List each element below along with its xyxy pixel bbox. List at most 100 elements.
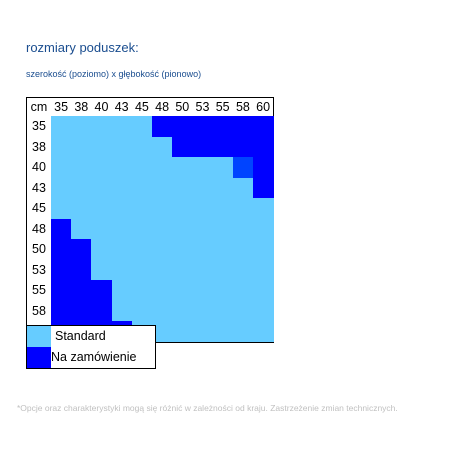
size-cell bbox=[152, 280, 173, 302]
size-cell bbox=[91, 198, 113, 220]
size-cell bbox=[91, 218, 113, 240]
size-cell bbox=[71, 259, 92, 281]
size-cell bbox=[111, 300, 133, 322]
row-header: 50 bbox=[32, 242, 46, 256]
size-cell bbox=[91, 280, 113, 302]
size-cell bbox=[51, 136, 72, 158]
size-cell bbox=[51, 300, 72, 322]
row-header: 43 bbox=[32, 180, 46, 195]
size-cell bbox=[152, 136, 173, 158]
size-cell bbox=[172, 259, 193, 281]
legend-label-on-order: Na zamówienie bbox=[51, 350, 137, 364]
row-header: 38 bbox=[32, 139, 46, 154]
size-cell bbox=[131, 218, 153, 240]
legend-swatch-on-order bbox=[27, 347, 51, 368]
grid-corner-label: cm bbox=[30, 100, 48, 114]
column-header: 45 bbox=[134, 100, 149, 114]
size-cell bbox=[91, 136, 113, 158]
size-cell bbox=[192, 116, 214, 138]
size-cell bbox=[172, 136, 193, 158]
size-cell bbox=[71, 177, 92, 199]
size-cell bbox=[71, 157, 92, 179]
row-header: 45 bbox=[32, 201, 46, 215]
size-cell bbox=[253, 198, 274, 220]
size-cell bbox=[111, 136, 133, 158]
size-cell bbox=[212, 136, 234, 158]
column-header: 50 bbox=[175, 100, 190, 114]
size-cell bbox=[232, 259, 254, 281]
size-cell bbox=[232, 321, 254, 343]
size-cell bbox=[131, 198, 153, 220]
legend: Standard Na zamówienie bbox=[26, 325, 156, 369]
size-cell bbox=[131, 239, 153, 261]
size-cell bbox=[253, 116, 274, 138]
size-cell bbox=[253, 239, 274, 261]
size-cell bbox=[212, 280, 234, 302]
size-cell bbox=[253, 157, 274, 179]
size-cell bbox=[152, 259, 173, 281]
size-cell bbox=[131, 157, 153, 179]
row-header: 53 bbox=[32, 262, 46, 277]
size-cell bbox=[71, 300, 92, 322]
legend-swatch-standard bbox=[27, 326, 51, 347]
size-cell bbox=[172, 157, 193, 179]
size-cell bbox=[253, 177, 274, 199]
size-cell bbox=[212, 259, 234, 281]
size-cell bbox=[232, 116, 254, 138]
size-cell bbox=[192, 280, 214, 302]
size-cell bbox=[111, 259, 133, 281]
size-cell bbox=[91, 300, 113, 322]
size-cell bbox=[232, 136, 254, 158]
size-cell bbox=[111, 218, 133, 240]
size-cell bbox=[253, 218, 274, 240]
column-header: 60 bbox=[256, 100, 271, 114]
size-cell bbox=[172, 177, 193, 199]
page-title: rozmiary poduszek: bbox=[26, 40, 139, 55]
row-header: 58 bbox=[32, 303, 46, 318]
size-cell bbox=[212, 321, 234, 343]
size-cell bbox=[152, 239, 173, 261]
size-cell bbox=[212, 239, 234, 261]
size-cell bbox=[232, 280, 254, 302]
size-cell bbox=[152, 116, 173, 138]
size-cell bbox=[253, 321, 274, 343]
size-cell bbox=[212, 300, 234, 322]
size-grid: cm 35 38 40 43 45 48 50 53 55 58 60 35 38 40 43 45 48 50 53… bbox=[26, 97, 275, 343]
column-header: 40 bbox=[94, 100, 109, 114]
size-cell bbox=[253, 136, 274, 158]
size-cell bbox=[172, 280, 193, 302]
size-cell bbox=[51, 239, 72, 261]
size-cell bbox=[232, 218, 254, 240]
size-cell bbox=[253, 259, 274, 281]
size-cell bbox=[152, 157, 173, 179]
size-cell bbox=[111, 198, 133, 220]
size-cell bbox=[111, 116, 133, 138]
size-cell bbox=[192, 239, 214, 261]
size-cell bbox=[71, 136, 92, 158]
size-cell bbox=[192, 136, 214, 158]
size-cell bbox=[131, 280, 153, 302]
size-cell bbox=[152, 300, 173, 322]
column-header: 58 bbox=[235, 100, 250, 114]
size-cell bbox=[71, 116, 92, 138]
size-cell bbox=[71, 280, 92, 302]
legend-item-standard: Standard bbox=[27, 326, 155, 347]
size-cell bbox=[192, 218, 214, 240]
size-cell bbox=[192, 157, 214, 179]
size-cell bbox=[91, 177, 113, 199]
size-cell bbox=[152, 321, 173, 343]
size-cell bbox=[152, 218, 173, 240]
size-cell bbox=[192, 259, 214, 281]
legend-label-standard: Standard bbox=[55, 329, 106, 343]
size-cell bbox=[51, 259, 72, 281]
size-cell bbox=[232, 177, 254, 199]
size-cell bbox=[172, 321, 193, 343]
size-cell bbox=[91, 116, 113, 138]
size-cell bbox=[51, 116, 72, 138]
size-cell bbox=[131, 136, 153, 158]
size-cell bbox=[253, 280, 274, 302]
size-cell bbox=[192, 177, 214, 199]
size-cell bbox=[111, 239, 133, 261]
column-header: 48 bbox=[155, 100, 170, 114]
size-cell bbox=[111, 280, 133, 302]
